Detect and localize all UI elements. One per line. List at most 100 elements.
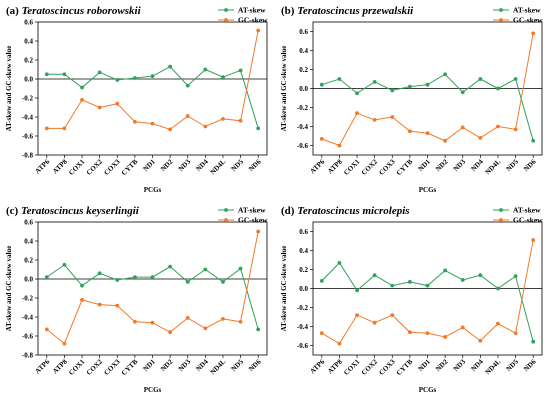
data-point: [185, 316, 190, 320]
y-tick-label: -0.8: [22, 151, 34, 159]
x-tick-label: ND2: [159, 157, 175, 173]
x-tick-label: ND6: [522, 357, 538, 373]
panel-letter: (b): [281, 5, 297, 17]
data-point: [425, 131, 430, 136]
series-line: [321, 33, 534, 147]
x-tick-label: ND5: [230, 357, 246, 373]
x-tick-label: ATP6: [34, 157, 52, 175]
y-tick-label: -0.2: [22, 94, 34, 102]
y-tick-label: 0.6: [299, 28, 308, 36]
y-tick-label: 0.0: [24, 75, 33, 83]
data-point: [203, 124, 208, 129]
data-point: [80, 98, 84, 102]
x-tick-label: COX2: [360, 157, 379, 176]
legend-label: AT-skew: [238, 206, 266, 215]
data-point: [132, 275, 137, 279]
x-tick-label: ATP8: [51, 157, 69, 175]
x-tick-label: ND2: [159, 357, 175, 373]
x-tick-label: COX3: [103, 357, 122, 376]
data-point: [407, 279, 412, 284]
data-point: [115, 78, 120, 82]
species-name: Teratoscincus przewalskii: [297, 5, 414, 17]
data-point: [80, 283, 84, 288]
data-point: [460, 278, 465, 282]
data-point: [97, 302, 102, 307]
data-point: [407, 84, 412, 89]
data-point: [319, 331, 324, 336]
data-point: [513, 77, 518, 81]
legend-label: AT-skew: [513, 206, 541, 215]
y-tick-label: 0.2: [299, 266, 308, 274]
data-point: [168, 330, 173, 335]
x-tick-label: CYTB: [395, 358, 415, 378]
data-point: [238, 266, 243, 271]
data-point: [97, 271, 102, 276]
data-point: [319, 82, 324, 87]
y-tick-label: -0.4: [297, 323, 309, 331]
data-point: [62, 126, 67, 131]
data-point: [221, 75, 225, 79]
y-tick-label: -0.2: [297, 104, 309, 112]
data-point: [407, 129, 412, 134]
data-point: [150, 74, 155, 79]
y-tick-label: 0.4: [299, 47, 308, 55]
data-point: [319, 279, 324, 283]
x-tick-label: ATP8: [326, 357, 344, 375]
data-point: [221, 279, 225, 284]
data-point: [390, 88, 395, 93]
panel-title: (b) Teratoscincus przewalskii: [281, 5, 414, 17]
data-point: [513, 274, 518, 279]
y-tick-label: -0.4: [22, 113, 34, 121]
x-tick-label: COX3: [378, 357, 397, 376]
data-point: [185, 279, 190, 284]
legend-label: GC-skew: [513, 216, 543, 225]
legend-marker: [499, 218, 503, 222]
data-point: [443, 138, 448, 143]
panel-letter: (d): [281, 205, 297, 217]
y-axis-label: AT-skew and GC-skew value: [5, 46, 13, 132]
data-point: [355, 313, 359, 317]
y-tick-label: 0.0: [299, 285, 308, 293]
data-point: [132, 76, 137, 80]
series-line: [321, 239, 534, 345]
legend-label: AT-skew: [238, 6, 266, 15]
data-point: [390, 313, 395, 317]
data-point: [443, 335, 448, 339]
data-point: [62, 341, 67, 346]
data-point: [460, 325, 465, 330]
data-point: [478, 136, 483, 140]
data-point: [355, 288, 359, 293]
data-point: [256, 28, 261, 33]
data-point: [168, 127, 173, 132]
data-point: [496, 286, 500, 291]
data-point: [337, 143, 342, 148]
data-point: [425, 82, 430, 87]
y-tick-label: 0.6: [299, 228, 308, 236]
x-tick-label: ND5: [230, 157, 246, 173]
data-point: [513, 127, 518, 132]
series-line: [321, 262, 534, 342]
x-tick-label: ND1: [417, 357, 433, 373]
data-point: [256, 229, 261, 234]
data-point: [443, 268, 448, 273]
legend-marker: [224, 208, 228, 212]
data-point: [425, 331, 430, 336]
panel-letter: (a): [6, 5, 22, 17]
x-tick-label: COX1: [342, 357, 361, 376]
data-point: [221, 117, 225, 121]
y-tick-label: 0.0: [24, 275, 33, 283]
x-tick-label: ND3: [177, 157, 193, 173]
x-tick-label: ND4L: [484, 158, 503, 177]
legend-marker: [224, 8, 228, 12]
data-point: [150, 320, 155, 325]
x-tick-label: ND3: [452, 157, 468, 173]
x-tick-label: ND6: [247, 357, 263, 373]
data-point: [531, 31, 536, 36]
data-point: [337, 260, 342, 265]
data-point: [115, 278, 120, 282]
y-tick-label: -0.6: [297, 142, 309, 150]
data-point: [460, 90, 465, 95]
data-point: [44, 72, 49, 77]
x-tick-label: ND3: [452, 357, 468, 373]
